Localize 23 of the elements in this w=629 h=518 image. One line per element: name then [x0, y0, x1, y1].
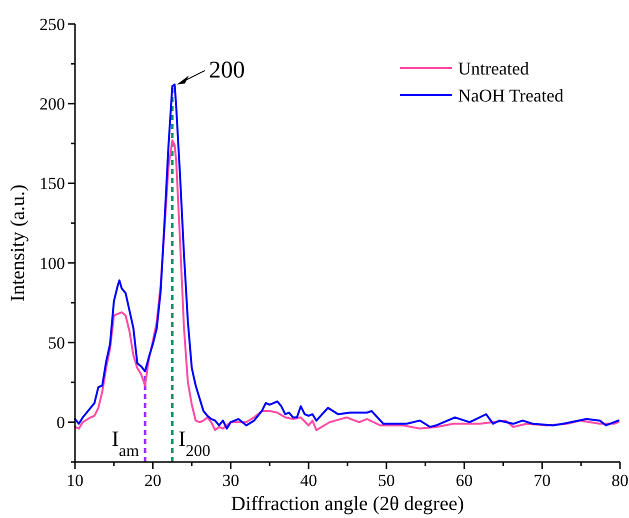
y-tick-label: 0: [56, 413, 65, 432]
x-tick-label: 60: [456, 471, 473, 490]
x-tick-label: 80: [612, 471, 628, 490]
y-axis-title: Intensity (a.u.): [7, 184, 29, 302]
y-tick-label: 50: [48, 333, 65, 352]
x-tick-label: 50: [378, 471, 395, 490]
x-tick-label: 40: [300, 471, 318, 490]
x-tick-label: 30: [222, 471, 240, 490]
y-tick-label: 100: [40, 254, 65, 273]
y-tick-label: 200: [40, 94, 65, 114]
legend-label: Untreated: [458, 58, 529, 78]
y-tick-label: 150: [40, 174, 65, 194]
x-tick-label: 20: [144, 471, 162, 490]
line-series: [74, 84, 620, 430]
x-tick-label: 70: [534, 471, 551, 490]
legend-label: NaOH Treated: [458, 85, 564, 106]
x-axis-title: Diffraction angle (2θ degree): [231, 493, 464, 515]
ref-line-label: I$_{am}$: [112, 426, 140, 460]
ref-line-label: I$_{200}$: [178, 426, 210, 460]
annotation: 200: [208, 58, 245, 84]
line-series: [74, 139, 620, 432]
x-tick-label: 10: [66, 471, 84, 490]
y-tick-label: 250: [40, 14, 65, 34]
